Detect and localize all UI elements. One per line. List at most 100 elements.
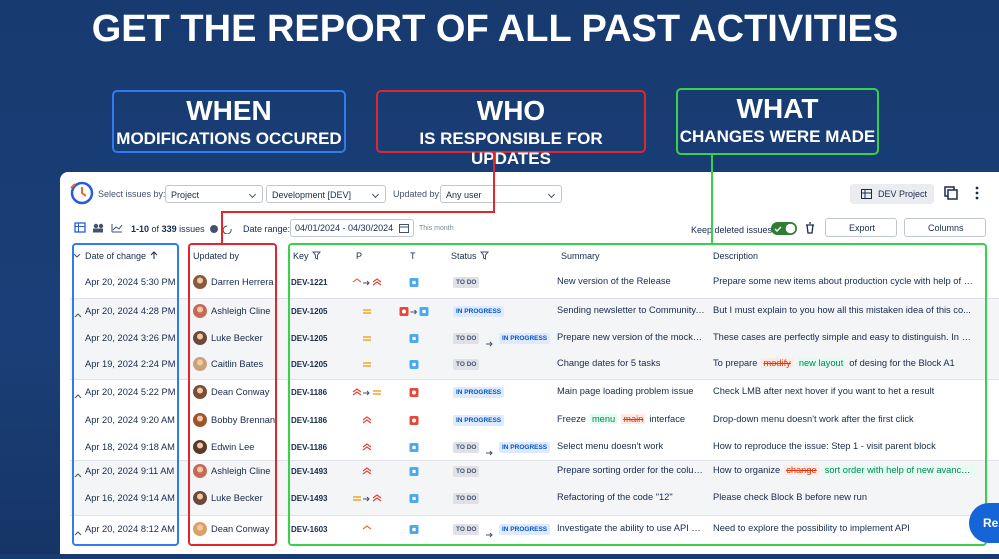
priority-svg <box>362 443 372 451</box>
key: DEV-1493 <box>291 494 328 503</box>
row-background <box>70 460 999 487</box>
total: 339 <box>161 224 177 234</box>
key: DEV-1186 <box>291 416 328 425</box>
key: DEV-1221 <box>291 278 328 287</box>
callout-subtitle: IS RESPONSIBLE FOR UPDATES <box>419 129 603 168</box>
description: To prepare modify new layout of desing for … <box>713 358 975 368</box>
callout: WHO IS RESPONSIBLE FOR UPDATES <box>376 90 646 168</box>
updated-by-select[interactable]: Any user <box>440 185 562 203</box>
key: DEV-1186 <box>291 443 328 452</box>
avatar-svg <box>193 440 207 454</box>
chat-button-label: Re <box>983 516 999 530</box>
type-svg <box>409 416 419 425</box>
type-svg <box>409 467 419 476</box>
user: Ashleigh Cline <box>211 466 271 476</box>
date: Apr 19, 2024 2:24 PM <box>85 359 176 369</box>
summary-segment-added: menu <box>589 414 618 424</box>
type-icons <box>60 172 440 554</box>
group-marker <box>74 306 84 318</box>
type-icons <box>60 172 440 554</box>
type-icons <box>60 172 440 554</box>
column-header: Date of change <box>85 251 147 261</box>
avatar-svg <box>193 275 207 289</box>
user: Luke Becker <box>211 493 263 503</box>
status-badge: IN PROGRESS <box>499 333 551 344</box>
view-icons[interactable] <box>74 222 134 234</box>
issue-count: 1-10 of 339 issues <box>131 224 205 234</box>
report-panel: Select issues by: Project Development [D… <box>60 172 999 554</box>
status-badge: IN PROGRESS <box>453 415 505 426</box>
date-label: Date range: <box>243 224 291 234</box>
date-hint: This month <box>419 225 454 232</box>
status-arrow-svg <box>486 341 493 347</box>
priority-icons <box>60 172 440 554</box>
user: Darren Herrera <box>211 277 274 287</box>
type-icons <box>60 172 440 554</box>
date: Apr 18, 2024 9:18 AM <box>85 442 175 452</box>
user: Edwin Lee <box>211 442 255 452</box>
more-menu[interactable] <box>974 186 980 200</box>
trash-icon[interactable] <box>805 222 815 234</box>
row-background <box>70 270 999 298</box>
range: 1-10 <box>131 224 150 234</box>
avatar-svg <box>193 304 207 318</box>
user: Dean Conway <box>211 524 270 534</box>
type-icons <box>60 172 440 554</box>
keep-deleted-toggle[interactable] <box>771 222 797 235</box>
select-issues-by[interactable]: Project <box>165 185 263 203</box>
export-button[interactable]: Export <box>825 218 897 237</box>
priority-icons <box>60 172 440 554</box>
callout-title: WHEN <box>186 95 272 126</box>
column-header: Updated by <box>193 251 240 261</box>
project-button[interactable]: DEV Project <box>850 184 934 204</box>
project-button-label: DEV Project <box>878 189 928 199</box>
columns-button[interactable]: Columns <box>904 218 986 237</box>
row-background <box>70 485 999 515</box>
avatar <box>193 385 207 399</box>
type-icons <box>60 172 440 554</box>
export-label: Export <box>849 223 876 233</box>
row-background <box>70 379 999 408</box>
user: Ashleigh Cline <box>211 306 271 316</box>
column-header: Key <box>293 251 309 261</box>
description-segment-added: new layout <box>796 358 846 368</box>
priority-svg <box>363 309 371 314</box>
info-refresh[interactable] <box>210 224 234 234</box>
avatar-svg <box>193 385 207 399</box>
project-select[interactable]: Development [DEV] <box>266 185 386 203</box>
priority-svg <box>363 362 371 367</box>
chat-button[interactable]: Re <box>969 503 999 543</box>
avatar-svg <box>193 413 207 427</box>
avatar-svg <box>193 331 207 345</box>
description-segment-added: sort order with help of new avanced ... <box>822 465 975 475</box>
status-arrow <box>485 526 495 538</box>
priority-svg <box>362 525 372 530</box>
date: Apr 20, 2024 5:22 PM <box>85 387 176 397</box>
status-badge: TO DO <box>453 442 480 453</box>
priority-svg <box>363 336 371 341</box>
app-logo <box>70 181 94 205</box>
avatar-svg <box>193 491 207 505</box>
priority-icons <box>60 172 440 554</box>
date: Apr 20, 2024 3:26 PM <box>85 333 176 343</box>
callout: WHAT CHANGES WERE MADE <box>676 88 879 155</box>
callout-subtitle: MODIFICATIONS OCCURED <box>116 129 342 148</box>
user: Luke Becker <box>211 333 263 343</box>
header-icons-svg <box>73 251 490 260</box>
status-badge: TO DO <box>453 466 480 477</box>
status-badge: TO DO <box>453 493 480 504</box>
user: Dean Conway <box>211 387 270 397</box>
group-marker-svg <box>74 313 82 318</box>
description-segment-removed: change <box>784 465 819 475</box>
group-marker <box>74 466 84 478</box>
type-icons <box>60 172 440 554</box>
status-arrow-svg <box>486 532 493 538</box>
type-svg <box>409 360 419 369</box>
date: Apr 20, 2024 9:11 AM <box>85 466 175 476</box>
priority-icons <box>60 172 440 554</box>
column-frame <box>288 243 987 546</box>
date-range-input[interactable]: 04/01/2024 - 04/30/2024 <box>290 219 414 237</box>
status-badge: IN PROGRESS <box>453 387 505 398</box>
export-icon[interactable] <box>944 186 958 200</box>
table-icon <box>861 189 872 199</box>
